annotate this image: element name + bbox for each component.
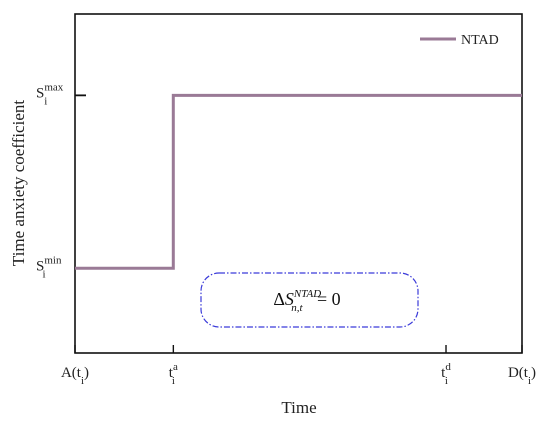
legend: NTAD [420,33,499,48]
x-tick-label-1: ta i [169,361,178,387]
annotation-border [200,272,419,328]
axis-ticks: A(ti) ta i td i D(ti) Smin i Smax i [36,81,536,387]
annotation-var: S [285,289,294,309]
annotation-sub: n,t [291,302,303,314]
annotation-sup: NTAD [293,288,321,300]
x-tick-label-0: A(ti) [61,365,89,387]
series-layer [75,93,522,270]
annotation-delta: Δ [273,289,285,309]
legend-label-ntad: NTAD [461,33,499,48]
y-axis-label: Time anxiety coefficient [9,100,28,266]
series-line-ntad [75,93,522,270]
annotation-rhs: = 0 [313,289,341,309]
annotation-box: ΔSNTAD n,t = 0 [200,272,419,328]
x-tick-label-3: D(ti) [508,365,536,387]
y-tick-label-1: Smax i [36,81,64,107]
x-tick-label-2: td i [441,361,451,387]
x-axis-label: Time [281,398,316,417]
y-tick-label-0: Smin i [36,254,62,280]
plot-frame [74,13,523,354]
annotation-equation: ΔSNTAD n,t = 0 [273,288,340,314]
